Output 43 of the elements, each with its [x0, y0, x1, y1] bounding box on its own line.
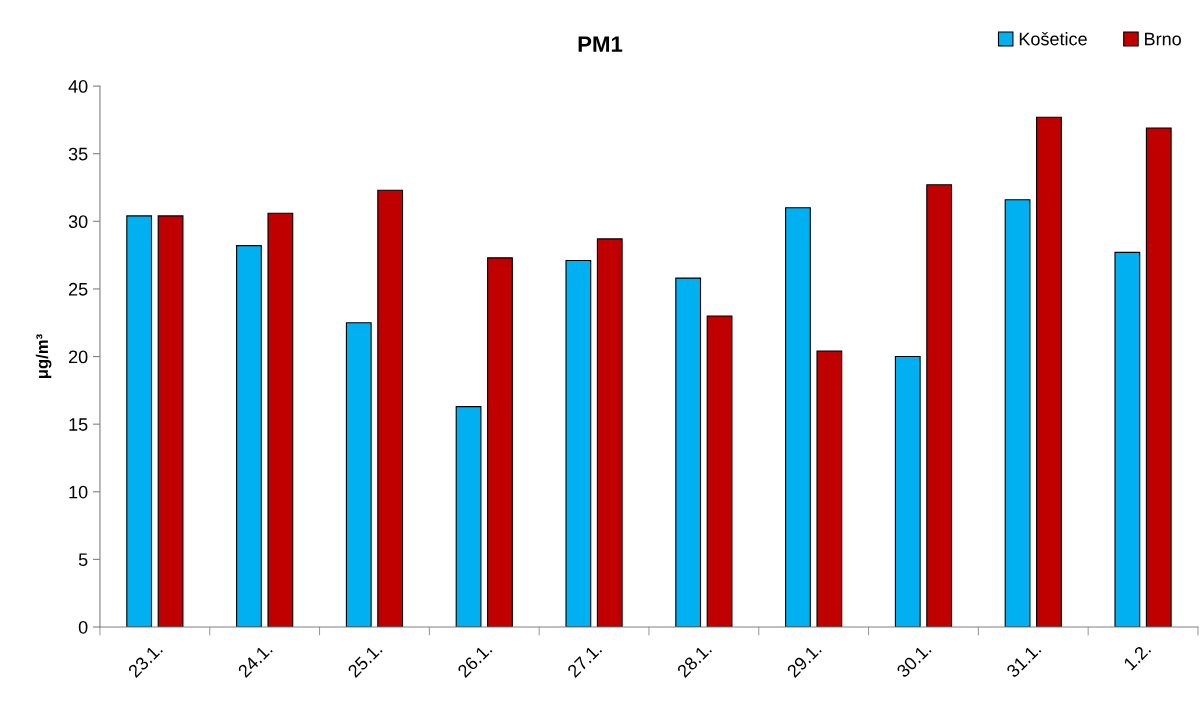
bar [157, 215, 184, 628]
y-tick-label: 15 [69, 418, 88, 431]
x-tick-label: 1.2. [1123, 642, 1152, 671]
bar [706, 315, 733, 628]
x-tick-label: 31.1. [1005, 642, 1042, 679]
bar [267, 212, 294, 628]
x-tick-label: 23.1. [127, 642, 164, 679]
x-tick-label: 28.1. [676, 642, 713, 679]
chart-title: PM1 [578, 36, 623, 52]
legend-label: Košetice [1019, 32, 1087, 46]
y-tick-label: 40 [68, 80, 88, 93]
bar [785, 207, 811, 628]
legend-label: Brno [1145, 32, 1181, 46]
bar [926, 184, 953, 628]
x-tick-label: 30.1. [895, 642, 932, 679]
bar [1114, 251, 1141, 628]
y-tick-label: 0 [78, 620, 88, 634]
bar [345, 322, 372, 628]
bar [894, 355, 921, 628]
bar [236, 245, 262, 628]
y-tick-label: 35 [68, 147, 88, 161]
y-tick-label: 10 [69, 485, 88, 499]
x-tick-label: 26.1. [456, 642, 493, 679]
bar [377, 189, 404, 628]
bar [816, 350, 843, 628]
bar [487, 257, 513, 628]
x-tick-label: 27.1. [566, 642, 603, 678]
x-tick-label: 24.1. [237, 642, 273, 678]
x-tick-label: 25.1. [347, 642, 383, 679]
bar [126, 215, 153, 628]
y-tick-label: 30 [68, 215, 88, 229]
bar [455, 406, 482, 628]
bar [565, 259, 592, 628]
y-tick-label: 25 [68, 282, 88, 296]
y-tick-label: 20 [68, 350, 88, 364]
bar [1004, 199, 1031, 628]
bar [675, 277, 702, 628]
bar [1145, 127, 1172, 628]
y-tick-label: 5 [78, 553, 88, 567]
bar [596, 238, 623, 628]
y-axis-title: μg/m³ [35, 334, 52, 379]
x-tick-label: 29.1. [786, 642, 822, 679]
bar [1036, 116, 1062, 628]
